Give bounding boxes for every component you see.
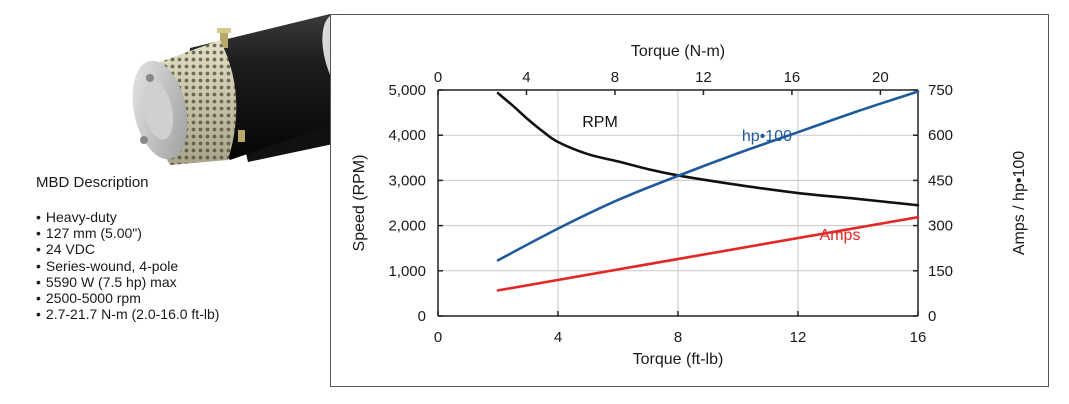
chart-frame: 0 4 8 12 16 0 4 8 12 16 20 0 1,000 2,000 3,000 4,000 5,0… xyxy=(330,14,1049,387)
x2-axis-title: Torque (N-m) xyxy=(631,43,725,60)
spec-item: Heavy-duty xyxy=(36,209,326,225)
spec-item: 24 VDC xyxy=(36,241,326,257)
x2-tick-label: 0 xyxy=(434,69,442,86)
rpm-line xyxy=(496,91,920,207)
x2-tick-label: 8 xyxy=(611,69,619,86)
description-panel: MBD Description Heavy-duty 127 mm (5.00"… xyxy=(36,174,326,322)
amps-label: Amps xyxy=(820,227,861,244)
x-axis-title: Torque (ft-lb) xyxy=(633,351,724,368)
x2-tick-label: 4 xyxy=(522,69,530,86)
y2-tick-label: 750 xyxy=(928,82,953,99)
spec-item: 127 mm (5.00") xyxy=(36,225,326,241)
y-tick-label: 5,000 xyxy=(388,82,426,99)
y-tick-label: 4,000 xyxy=(388,127,426,144)
y2-tick-label: 300 xyxy=(928,218,953,235)
y2-tick-label: 150 xyxy=(928,263,953,280)
y2-tick-label: 600 xyxy=(928,127,953,144)
y2-tick-label: 0 xyxy=(928,308,936,325)
y-tick-label: 3,000 xyxy=(388,172,426,189)
performance-chart: 0 4 8 12 160 4 8 12 16 2001,0002,0003,0004,0005,0… xyxy=(351,43,1028,368)
x-tick-label: 0 xyxy=(434,329,442,346)
x2-tick-label: 20 xyxy=(872,69,889,86)
y-tick-label: 2,000 xyxy=(388,218,426,235)
amps-line xyxy=(496,215,920,292)
x-tick-label: 4 xyxy=(554,329,562,346)
spec-item: 2500-5000 rpm xyxy=(36,290,326,306)
y-tick-label: 0 xyxy=(418,308,426,325)
y2-axis-title: Amps / hp•100 xyxy=(1011,151,1028,255)
x-tick-label: 8 xyxy=(674,329,682,346)
y-axis-title: Speed (RPM) xyxy=(351,155,368,252)
x-tick-label: 12 xyxy=(790,329,807,346)
hp-line xyxy=(496,90,920,262)
y-tick-label: 1,000 xyxy=(388,263,426,280)
x2-tick-label: 16 xyxy=(784,69,801,86)
x2-tick-label: 12 xyxy=(695,69,712,86)
description-title: MBD Description xyxy=(36,174,149,191)
rpm-label: RPM xyxy=(582,114,618,131)
spec-item: 5590 W (7.5 hp) max xyxy=(36,274,326,290)
y2-tick-label: 450 xyxy=(928,172,953,189)
spec-list: Heavy-duty 127 mm (5.00") 24 VDC Series-… xyxy=(36,209,326,322)
spec-item: Series-wound, 4-pole xyxy=(36,258,326,274)
x-tick-label: 16 xyxy=(910,329,927,346)
hp-label: hp•100 xyxy=(742,128,792,145)
spec-item: 2.7-21.7 N-m (2.0-16.0 ft-lb) xyxy=(36,306,326,322)
